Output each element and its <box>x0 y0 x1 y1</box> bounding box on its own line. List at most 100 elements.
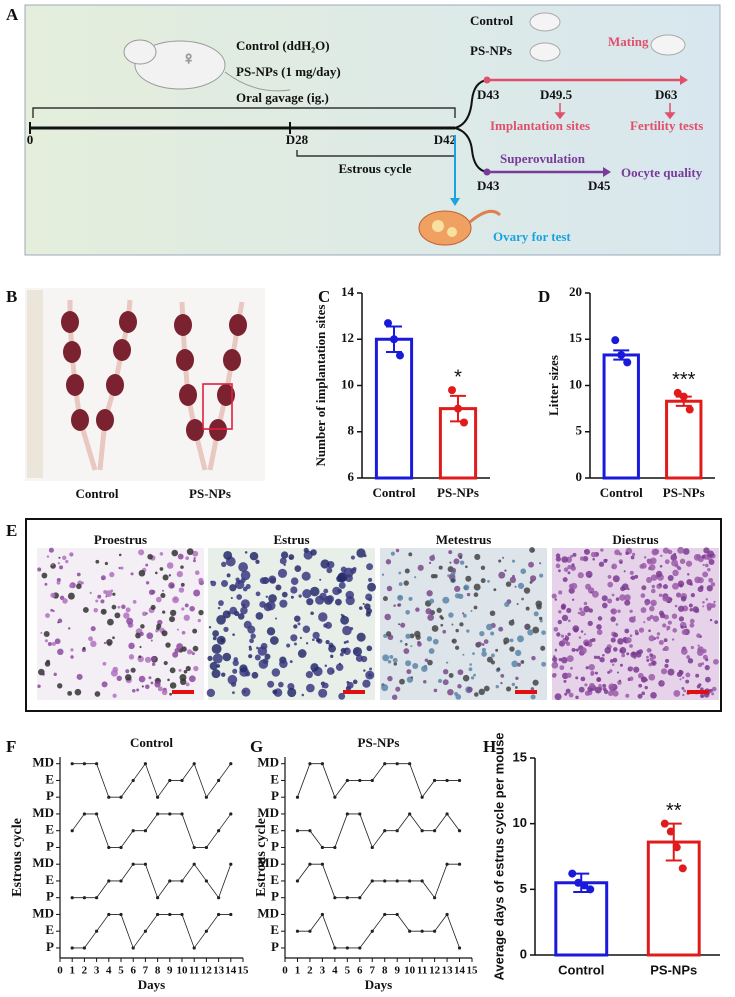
cell <box>294 565 302 572</box>
data-point <box>457 778 462 783</box>
cell <box>686 579 693 585</box>
y-tick-label: P <box>46 788 54 803</box>
cell <box>558 569 561 573</box>
cell <box>588 608 594 613</box>
cell <box>650 691 657 699</box>
cell <box>650 588 656 594</box>
cell <box>508 619 515 626</box>
x-tick-label: 1 <box>295 965 301 977</box>
svg-text:♀: ♀ <box>182 48 196 68</box>
cell <box>156 623 162 629</box>
cell <box>704 563 709 568</box>
data-point <box>295 879 300 883</box>
cell <box>389 654 394 659</box>
cell <box>144 656 152 663</box>
image-title: Diestrus <box>612 532 658 547</box>
x-tick-label: PS-NPs <box>437 485 479 500</box>
cell <box>714 620 719 624</box>
cell <box>614 549 621 556</box>
cell <box>680 595 687 602</box>
embryo <box>66 374 84 396</box>
cell <box>598 684 602 688</box>
y-tick-label: 0 <box>520 946 527 961</box>
y-tick-label: 8 <box>348 423 355 438</box>
y-tick-label: 15 <box>513 749 527 764</box>
cell <box>557 619 563 625</box>
data-point <box>180 879 184 883</box>
cell <box>312 631 320 639</box>
data-point <box>229 912 233 917</box>
day-label: D63 <box>655 87 678 102</box>
cell <box>69 583 74 588</box>
cell <box>294 615 301 622</box>
cell <box>400 622 406 628</box>
cell <box>82 646 86 650</box>
cell <box>229 584 237 592</box>
timeline-label: D42 <box>434 132 456 147</box>
cell <box>105 595 108 598</box>
annotation: *** <box>672 369 696 391</box>
cell <box>523 587 531 594</box>
cell <box>710 582 716 587</box>
data-point <box>457 829 462 833</box>
cell <box>553 626 559 632</box>
cell <box>293 642 297 646</box>
y-tick-label: MD <box>32 755 54 770</box>
data-point <box>345 896 349 900</box>
x-tick-label: 12 <box>429 965 441 977</box>
data-point <box>395 912 399 917</box>
timeline-label: 0 <box>27 132 34 147</box>
data-point <box>131 829 135 833</box>
cell <box>298 594 302 598</box>
data-point <box>396 351 404 360</box>
cell <box>183 614 190 621</box>
cell <box>589 638 593 643</box>
data-point <box>460 418 468 427</box>
cell <box>339 652 344 657</box>
embryo <box>229 314 247 336</box>
cell <box>154 681 161 688</box>
cell <box>70 648 74 652</box>
data-point <box>70 946 74 950</box>
cell <box>539 562 542 565</box>
cell <box>640 676 648 683</box>
cell <box>590 672 594 676</box>
cell <box>551 661 559 669</box>
cell <box>125 607 131 613</box>
cell <box>649 605 655 612</box>
cell <box>290 634 298 642</box>
cell <box>483 685 490 692</box>
cell <box>690 592 696 598</box>
cell <box>212 630 219 637</box>
cell <box>227 674 238 685</box>
data-point <box>408 812 412 816</box>
cell <box>216 615 226 625</box>
cell <box>181 646 187 652</box>
cell <box>490 653 495 658</box>
cell <box>297 622 301 626</box>
bar <box>374 337 414 480</box>
cell <box>454 645 460 650</box>
cell <box>451 638 457 644</box>
embryo <box>174 314 192 336</box>
cell <box>664 663 669 668</box>
cell <box>601 595 608 602</box>
cell <box>150 604 156 610</box>
cell <box>151 656 156 662</box>
cell <box>303 547 309 553</box>
y-tick-label: 10 <box>569 376 582 391</box>
cell <box>626 652 630 656</box>
y-tick-label: MD <box>257 905 279 920</box>
cell <box>395 548 400 553</box>
cell <box>48 547 54 553</box>
cell <box>554 661 557 665</box>
cell <box>662 595 669 602</box>
cell <box>59 565 64 570</box>
cell <box>346 681 350 684</box>
cell <box>514 686 518 689</box>
cell <box>110 669 118 677</box>
cell <box>139 645 142 649</box>
series-line <box>72 863 232 899</box>
cell <box>193 589 201 597</box>
data-point <box>370 929 374 933</box>
